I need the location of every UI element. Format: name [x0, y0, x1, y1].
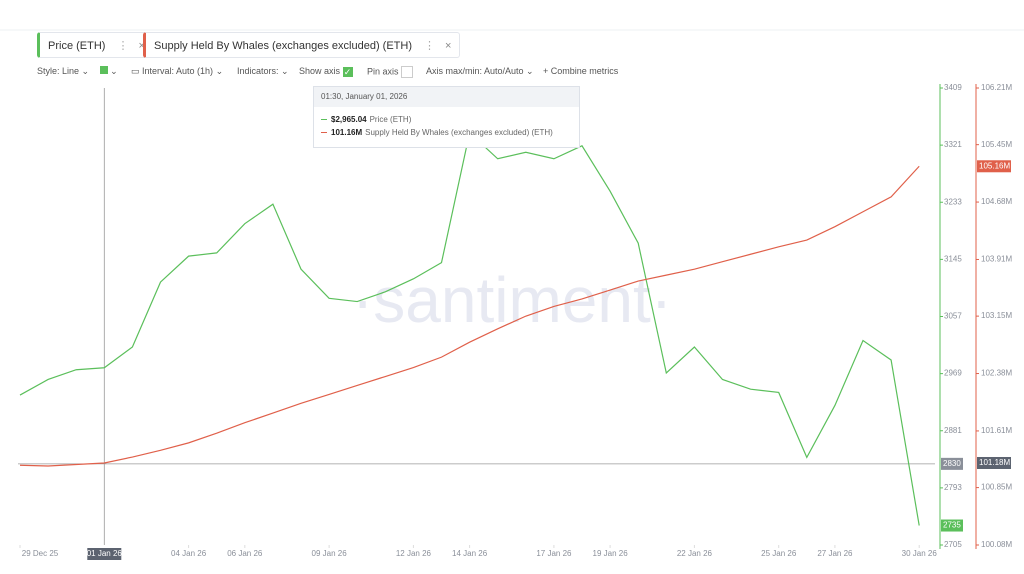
- x-tick-label: 04 Jan 26: [171, 549, 207, 558]
- style-select[interactable]: Style: Line ⌄ ⌄: [37, 66, 118, 76]
- tab-label: Supply Held By Whales (exchanges exclude…: [154, 40, 413, 52]
- metric-tab[interactable]: Supply Held By Whales (exchanges exclude…: [143, 32, 461, 58]
- y-tick-label: 3057: [944, 312, 962, 321]
- checkbox[interactable]: [401, 66, 414, 78]
- y-tick-label: 3409: [944, 83, 962, 92]
- label: Style: Line: [37, 66, 80, 76]
- combine-metrics[interactable]: + Combine metrics: [543, 66, 619, 76]
- plot-area: [18, 86, 935, 547]
- crosshair-y-label-bg: [941, 457, 963, 470]
- label: Combine metrics: [550, 66, 619, 76]
- label: Indicators:: [237, 66, 279, 76]
- close-icon[interactable]: ×: [445, 40, 452, 52]
- x-tick-label: 17 Jan 26: [536, 549, 572, 558]
- x-tick-label: 29 Dec 25: [22, 549, 59, 558]
- tooltip-time: 01:30, January 01, 2026: [314, 87, 579, 107]
- label: Pin axis: [367, 66, 399, 77]
- y2-tick-label: 104.68M: [981, 197, 1012, 206]
- crosshair-y2-label: 101.18M: [979, 458, 1010, 467]
- show-axis[interactable]: Show axis ✓: [299, 66, 353, 77]
- color-swatch[interactable]: [99, 66, 108, 74]
- y2-tick-label: 102.38M: [981, 369, 1012, 378]
- y2-tick-label: 106.21M: [981, 83, 1012, 92]
- y2-tick-label: 105.45M: [981, 140, 1012, 149]
- y2-tick-label: 100.85M: [981, 483, 1012, 492]
- axis-minmax[interactable]: Axis max/min: Auto/Auto ⌄: [426, 66, 534, 76]
- x-tick-label: 27 Jan 26: [817, 549, 853, 558]
- y-tick-label: 3145: [944, 254, 962, 263]
- close-icon[interactable]: ×: [138, 40, 145, 52]
- tooltip-value: 101.16M: [331, 128, 363, 137]
- y2-tick-label: 103.91M: [981, 255, 1012, 264]
- y-tick-label: 3233: [944, 197, 962, 206]
- x-tick-label: 30 Jan 26: [902, 549, 938, 558]
- tooltip-label: Price (ETH): [369, 115, 412, 124]
- y-tick-label: 3321: [944, 140, 962, 149]
- swatch: [321, 118, 327, 121]
- metric-tab[interactable]: Price (ETH) ⋮ ×: [37, 32, 154, 58]
- x-tick-label: 06 Jan 26: [227, 549, 263, 558]
- tooltip-label: Supply Held By Whales (exchanges exclude…: [365, 128, 553, 137]
- tooltip-value: $2,965.04: [331, 115, 367, 124]
- y-tick-label: 2793: [944, 483, 962, 492]
- indicators-select[interactable]: Indicators: ⌄: [237, 66, 289, 76]
- pin-axis[interactable]: Pin axis: [367, 66, 414, 78]
- label: Axis max/min: Auto/Auto: [426, 66, 524, 76]
- menu-icon[interactable]: ⋮: [424, 40, 436, 52]
- y2-tick-label: 100.08M: [981, 540, 1012, 549]
- last-supply-label-bg: [977, 160, 1011, 173]
- y2-tick-label: 103.15M: [981, 311, 1012, 320]
- y-tick-label: 2705: [944, 540, 962, 549]
- watermark: ·santiment·: [352, 264, 672, 336]
- menu-icon[interactable]: ⋮: [117, 40, 129, 52]
- tab-label: Price (ETH): [48, 40, 106, 52]
- checkbox[interactable]: ✓: [342, 66, 353, 77]
- tooltip-row: $2,965.04 Price (ETH): [314, 115, 579, 124]
- crosshair-y2-label-bg: [977, 456, 1011, 469]
- x-tick-label: 22 Jan 26: [677, 549, 713, 558]
- x-tick-label: 14 Jan 26: [452, 549, 488, 558]
- crosshair-x-label-bg: [87, 548, 122, 560]
- label: Interval: Auto (1h): [142, 66, 214, 76]
- series-line: [19, 165, 920, 467]
- x-tick-label: 09 Jan 26: [312, 549, 348, 558]
- crosshair-x-label: 01 Jan 26: [87, 549, 123, 558]
- tooltip: 01:30, January 01, 2026 $2,965.04 Price (…: [313, 86, 580, 148]
- swatch: [321, 131, 327, 134]
- y2-tick-label: 101.61M: [981, 426, 1012, 435]
- x-tick-label: 19 Jan 26: [593, 549, 629, 558]
- last-supply-label: 105.16M: [979, 161, 1010, 170]
- label: Show axis: [299, 66, 341, 76]
- x-tick-label: 25 Jan 26: [761, 549, 797, 558]
- x-tick-label: 12 Jan 26: [396, 549, 432, 558]
- last-price-label-bg: [941, 519, 963, 532]
- y-tick-label: 2881: [944, 426, 962, 435]
- crosshair-y-label: 2830: [943, 459, 961, 468]
- tooltip-row: 101.16M Supply Held By Whales (exchanges …: [314, 128, 579, 137]
- interval-select[interactable]: ▭ Interval: Auto (1h) ⌄: [131, 66, 224, 76]
- last-price-label: 2735: [943, 521, 961, 530]
- y-tick-label: 2969: [944, 369, 962, 378]
